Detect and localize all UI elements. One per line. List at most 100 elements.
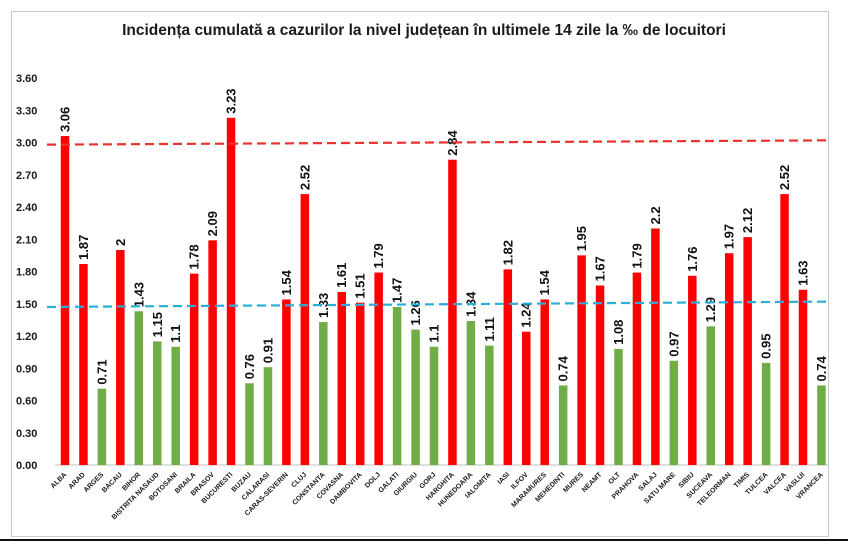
data-label: 0.74	[556, 355, 571, 381]
bar	[632, 272, 642, 465]
data-label: 1.54	[537, 269, 552, 295]
y-tick-label: 0.30	[16, 428, 37, 440]
data-label: 3.23	[224, 88, 239, 113]
x-tick-label: TELEORMAN	[696, 471, 732, 507]
bar	[282, 299, 291, 465]
red-threshold-line	[46, 139, 829, 146]
bar	[503, 269, 513, 465]
data-label: 1.67	[593, 256, 608, 281]
bar	[153, 341, 162, 465]
y-tick-label: 2.40	[16, 202, 37, 214]
data-label: 1.63	[796, 260, 811, 285]
bar	[79, 263, 88, 465]
data-label: 1.61	[334, 263, 349, 288]
bar	[448, 159, 457, 465]
data-label: 3.06	[58, 107, 73, 132]
bar	[595, 285, 605, 465]
bar	[97, 388, 107, 465]
bar	[392, 306, 402, 465]
data-label: 1.1	[168, 325, 183, 343]
y-tick-label: 0.60	[16, 396, 37, 408]
bar	[558, 385, 568, 465]
bar	[651, 228, 660, 465]
data-label: 0.91	[260, 338, 275, 363]
bar	[134, 311, 144, 465]
data-label: 2.52	[297, 165, 312, 190]
y-tick-label: 3.30	[16, 105, 37, 117]
bar	[798, 289, 808, 465]
data-label: 0.71	[94, 359, 109, 384]
y-tick-label: 2.70	[16, 170, 37, 182]
data-label: 1.82	[500, 240, 515, 265]
data-label: 1.26	[408, 300, 423, 325]
x-tick-label: NEAMT	[581, 471, 604, 494]
bar	[300, 194, 310, 465]
data-label: 2.52	[777, 165, 792, 190]
data-label: 1.87	[76, 235, 91, 260]
x-tick-label: ALBA	[50, 471, 69, 490]
chart-title: Incidența cumulată a cazurilor la nivel …	[122, 22, 726, 39]
data-label: 1.54	[279, 269, 294, 295]
bar	[189, 273, 199, 465]
bar	[319, 322, 328, 465]
data-label: 1.95	[574, 226, 589, 251]
bar	[60, 136, 70, 466]
data-label: 1.24	[519, 302, 534, 328]
data-label: 0.74	[814, 355, 829, 381]
data-label: 2.84	[445, 130, 460, 156]
data-label: 2.09	[205, 211, 220, 236]
bar	[614, 348, 623, 465]
y-tick-label: 0.90	[16, 363, 37, 375]
data-label: 0.76	[242, 354, 257, 379]
bar	[374, 272, 383, 465]
bar	[780, 194, 789, 465]
data-label: 1.79	[629, 243, 644, 268]
y-tick-label: 1.20	[16, 331, 37, 343]
x-tick-label: OLT	[607, 471, 622, 486]
bottom-rule	[0, 539, 848, 541]
data-label: 1.79	[371, 243, 386, 268]
data-label: 1.33	[316, 293, 331, 318]
bar	[688, 275, 697, 465]
data-label: 2	[113, 239, 128, 246]
data-label: 1.76	[685, 246, 700, 271]
bar	[669, 360, 679, 465]
bar	[743, 237, 752, 465]
bar	[208, 240, 217, 465]
bar	[245, 383, 254, 465]
bar	[337, 291, 346, 465]
data-label: 1.43	[131, 282, 146, 307]
data-label: 2.2	[648, 206, 663, 224]
bar	[761, 362, 771, 465]
bar	[171, 346, 180, 465]
y-tick-label: 3.60	[16, 73, 37, 85]
y-tick-label: 0.00	[16, 460, 37, 472]
data-label: 1.08	[611, 320, 626, 345]
x-tick-label: IASI	[497, 471, 512, 486]
data-label: 0.97	[666, 331, 681, 356]
y-tick-label: 1.80	[16, 267, 37, 279]
bar	[522, 331, 531, 465]
bar	[116, 250, 125, 465]
data-label: 0.95	[759, 334, 774, 359]
bar	[540, 299, 549, 465]
bar	[577, 255, 586, 465]
data-label: 1.51	[353, 273, 368, 298]
bar	[411, 329, 420, 465]
y-tick-label: 1.50	[16, 299, 37, 311]
bar	[355, 302, 365, 465]
bar	[817, 385, 826, 465]
data-label: 1.97	[722, 224, 737, 249]
bar	[429, 346, 439, 465]
data-label: 1.15	[150, 312, 165, 337]
y-tick-label: 3.00	[16, 138, 37, 150]
blue-threshold-line	[46, 300, 829, 309]
y-tick-label: 2.10	[16, 234, 37, 246]
data-label: 1.11	[482, 317, 497, 342]
data-label: 1.29	[703, 297, 718, 322]
bar	[226, 117, 236, 466]
data-label: 1.1	[427, 325, 442, 343]
data-label: 1.47	[390, 278, 405, 303]
bar	[466, 320, 476, 465]
